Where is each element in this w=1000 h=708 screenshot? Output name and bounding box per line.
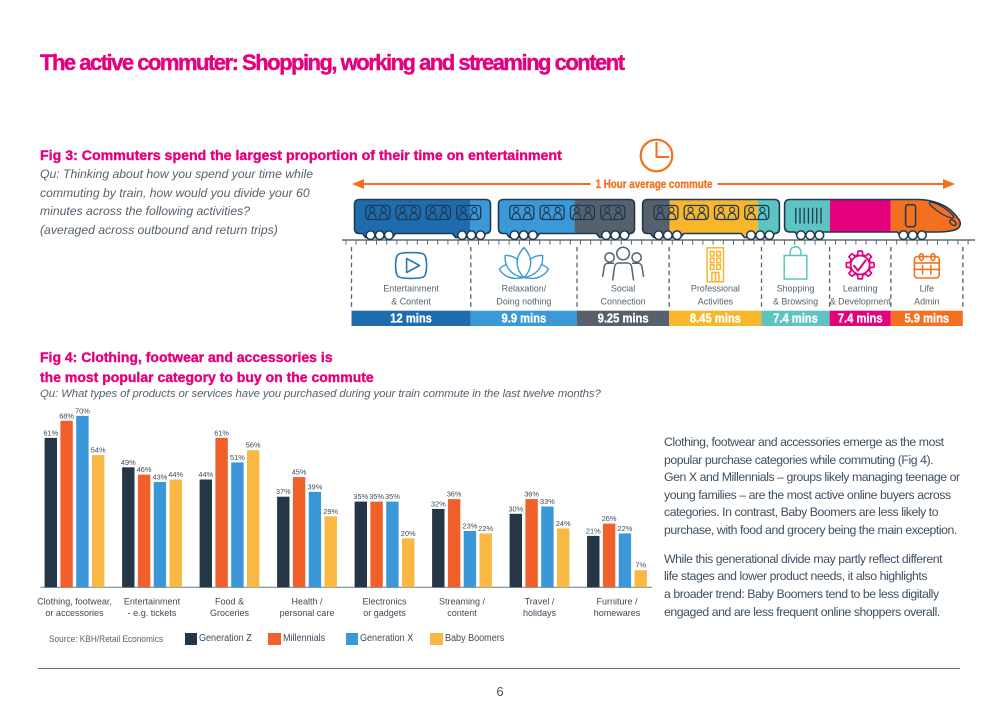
svg-text:23%: 23% (463, 522, 478, 531)
svg-text:9.9 mins: 9.9 mins (502, 311, 547, 326)
svg-text:7.4 mins: 7.4 mins (773, 311, 818, 326)
svg-text:Groceries: Groceries (210, 608, 249, 619)
svg-text:44%: 44% (198, 470, 213, 479)
svg-text:Learning: Learning (843, 283, 878, 293)
svg-text:29%: 29% (323, 507, 338, 516)
svg-text:content: content (447, 608, 477, 619)
svg-text:Travel /: Travel / (525, 597, 555, 608)
svg-text:43%: 43% (153, 473, 168, 482)
svg-text:22%: 22% (618, 524, 633, 533)
svg-text:36%: 36% (524, 490, 539, 499)
svg-text:8.45 mins: 8.45 mins (690, 311, 741, 326)
svg-text:Connection: Connection (601, 296, 646, 306)
svg-text:- e.g. tickets: - e.g. tickets (128, 608, 177, 619)
svg-text:Relaxation/: Relaxation/ (502, 283, 547, 293)
svg-text:61%: 61% (214, 428, 229, 437)
svg-text:Professional: Professional (691, 283, 740, 293)
svg-text:Furniture /: Furniture / (596, 597, 637, 608)
svg-text:49%: 49% (121, 458, 136, 467)
svg-text:Streaming /: Streaming / (439, 597, 485, 608)
svg-text:44%: 44% (168, 470, 183, 479)
svg-text:Admin: Admin (914, 296, 939, 306)
svg-text:46%: 46% (137, 465, 152, 474)
svg-text:Life: Life (920, 283, 934, 293)
svg-text:22%: 22% (478, 524, 493, 533)
svg-text:Shopping: Shopping (777, 283, 815, 293)
svg-text:56%: 56% (246, 441, 261, 450)
svg-text:7.4 mins: 7.4 mins (838, 311, 883, 326)
svg-text:33%: 33% (540, 497, 555, 506)
svg-text:35%: 35% (353, 492, 368, 501)
svg-text:68%: 68% (59, 411, 74, 420)
svg-text:Electronics: Electronics (362, 597, 406, 608)
svg-text:& Development: & Development (830, 296, 891, 306)
svg-text:9.25 mins: 9.25 mins (598, 311, 649, 326)
svg-text:Entertainment: Entertainment (383, 283, 439, 293)
svg-text:32%: 32% (431, 499, 446, 508)
svg-text:70%: 70% (75, 406, 90, 415)
svg-text:& Content: & Content (391, 296, 431, 306)
svg-text:61%: 61% (43, 428, 58, 437)
svg-text:& Browsing: & Browsing (773, 296, 818, 306)
svg-text:12 mins: 12 mins (390, 311, 432, 326)
svg-text:35%: 35% (385, 492, 400, 501)
svg-text:Social: Social (611, 283, 635, 293)
svg-text:5.9 mins: 5.9 mins (904, 311, 949, 326)
svg-text:personal care: personal care (280, 608, 335, 619)
svg-text:35%: 35% (369, 492, 384, 501)
svg-text:36%: 36% (447, 490, 462, 499)
svg-text:20%: 20% (401, 529, 416, 538)
svg-text:39%: 39% (308, 482, 323, 491)
svg-text:37%: 37% (276, 487, 291, 496)
svg-text:1 Hour average commute: 1 Hour average commute (596, 179, 713, 191)
svg-text:24%: 24% (556, 519, 571, 528)
svg-text:54%: 54% (91, 446, 106, 455)
svg-text:26%: 26% (602, 514, 617, 523)
svg-text:45%: 45% (292, 468, 307, 477)
svg-text:Doing nothing: Doing nothing (496, 296, 551, 306)
svg-text:or gadgets: or gadgets (363, 608, 406, 619)
svg-text:30%: 30% (508, 504, 523, 513)
svg-text:Activities: Activities (698, 296, 734, 306)
svg-text:holidays: holidays (523, 608, 556, 619)
svg-text:Entertainment: Entertainment (124, 597, 181, 608)
svg-text:21%: 21% (586, 526, 601, 535)
svg-text:Clothing, footwear,: Clothing, footwear, (37, 597, 112, 608)
svg-text:Health /: Health / (291, 597, 322, 608)
svg-text:7%: 7% (635, 561, 646, 570)
svg-text:homewares: homewares (594, 608, 641, 619)
svg-text:Food &: Food & (215, 597, 245, 608)
svg-text:51%: 51% (230, 453, 245, 462)
svg-text:or accessories: or accessories (45, 608, 103, 619)
